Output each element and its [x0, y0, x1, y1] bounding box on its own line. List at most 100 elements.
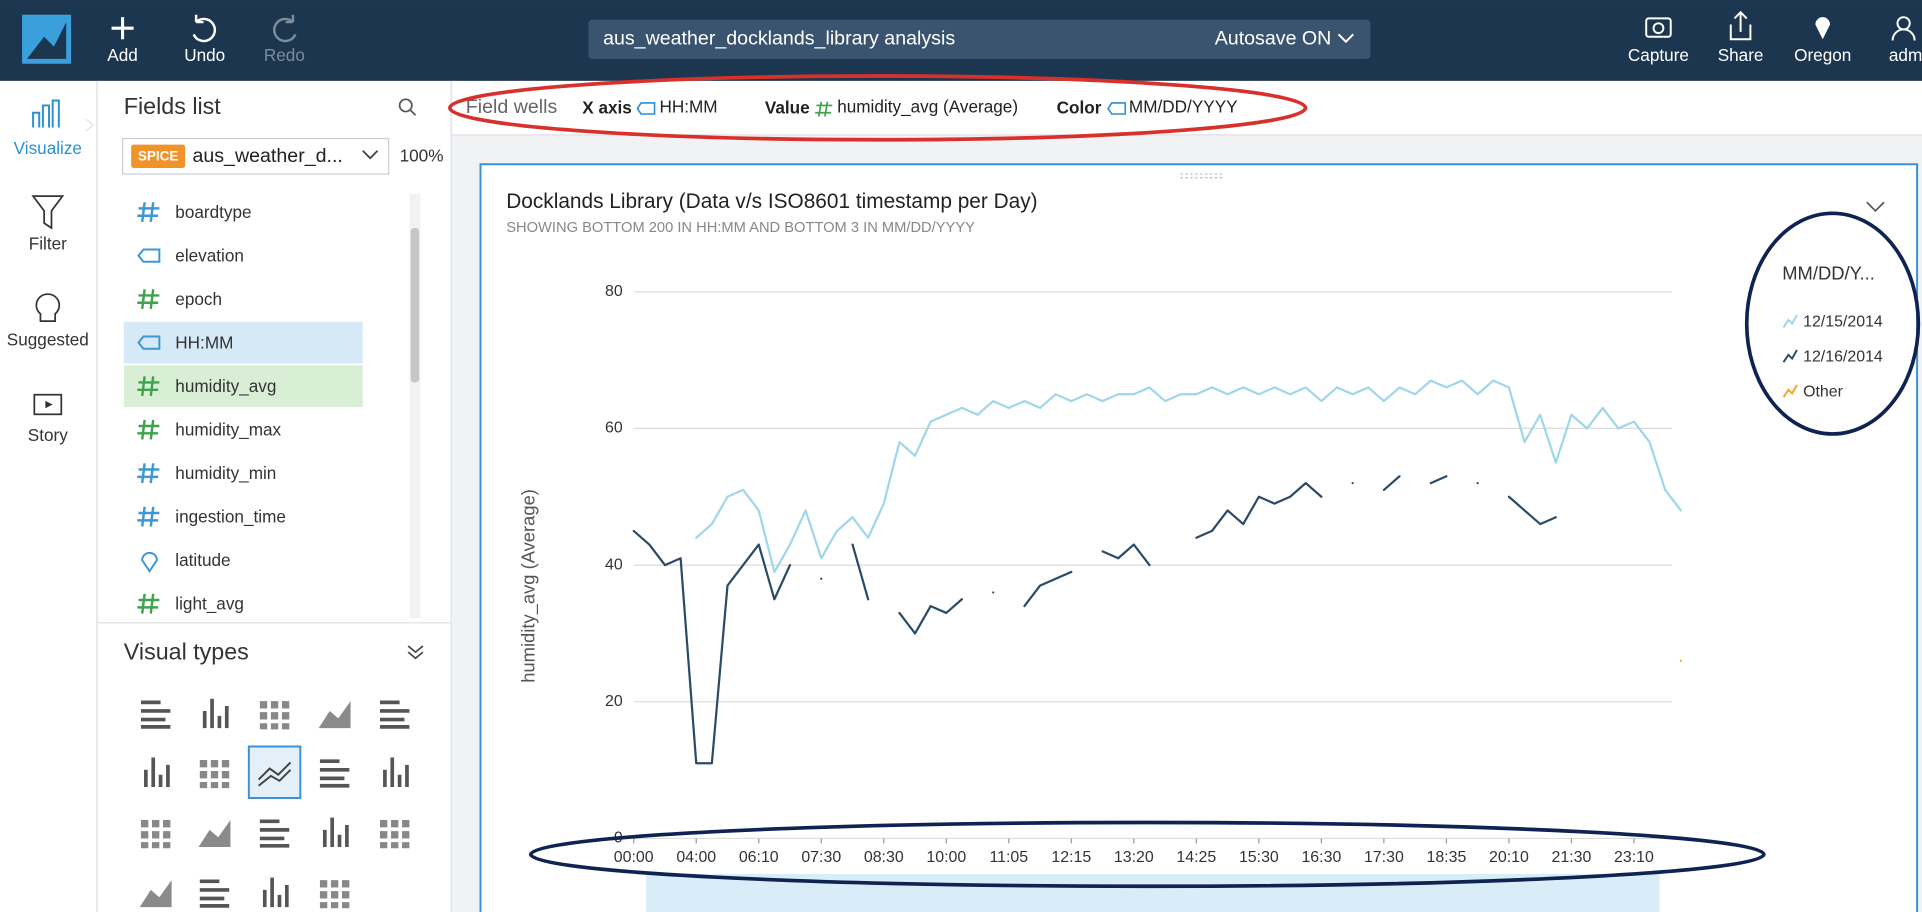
- visual-type-icon[interactable]: [259, 819, 290, 848]
- capture-icon: [1645, 17, 1672, 38]
- legend-label[interactable]: 12/15/2014: [1803, 314, 1883, 331]
- undo-icon: [192, 14, 217, 43]
- field-name[interactable]: light_avg: [175, 593, 244, 613]
- field-icon: [137, 506, 160, 527]
- toolbar-button[interactable]: admin/: [1889, 45, 1922, 65]
- toolbar-button[interactable]: Share: [1718, 45, 1764, 65]
- field-name[interactable]: latitude: [175, 550, 230, 570]
- x-tick-label: 17:30: [1364, 849, 1404, 866]
- measure-hash: [815, 101, 833, 117]
- legend-swatch: [1782, 349, 1798, 363]
- sidebar-item[interactable]: Story: [28, 425, 68, 445]
- collapse-icon[interactable]: [407, 645, 424, 660]
- toolbar-button[interactable]: Capture: [1628, 45, 1689, 65]
- field-icon: [137, 289, 160, 310]
- dataset-name[interactable]: aus_weather_d...: [192, 145, 342, 167]
- series-line: [632, 475, 1557, 765]
- search-icon[interactable]: [398, 98, 413, 113]
- field-name[interactable]: epoch: [175, 289, 222, 309]
- active-notch: [85, 118, 95, 132]
- visual-type-icon[interactable]: [383, 757, 409, 787]
- analysis-name-box[interactable]: [588, 19, 1371, 59]
- sidebar-item[interactable]: Visualize: [14, 138, 82, 158]
- autosave[interactable]: Autosave ON: [1215, 27, 1332, 49]
- toolbar-button[interactable]: Oregon: [1794, 45, 1851, 65]
- visual-type-icon[interactable]: [319, 880, 350, 909]
- y-tick-label: 80: [605, 283, 623, 300]
- legend-label[interactable]: 12/16/2014: [1803, 349, 1883, 366]
- visual-type-icon[interactable]: [199, 759, 230, 789]
- story-icon: [33, 393, 63, 416]
- x-tick-label: 12:15: [1051, 849, 1091, 866]
- spice-badge: [131, 144, 186, 168]
- visual-type-icon[interactable]: [140, 700, 171, 729]
- visual-type-icon[interactable]: [379, 700, 410, 729]
- x-tick-label: 16:30: [1301, 849, 1341, 866]
- fields-list-title: Fields list: [124, 93, 221, 119]
- visual-type-icon[interactable]: [262, 877, 289, 908]
- x-tick-label: 07:30: [801, 849, 841, 866]
- legend-swatch: [1782, 384, 1798, 398]
- field-highlight: [123, 321, 363, 364]
- visual-type-icon[interactable]: [379, 820, 410, 849]
- sidebar-item[interactable]: Filter: [29, 234, 67, 254]
- scroll-thumb[interactable]: [410, 228, 420, 383]
- dimension-tag: [636, 102, 656, 115]
- visual-card[interactable]: [479, 163, 1919, 912]
- visual-menu[interactable]: [1866, 201, 1885, 213]
- visual-types-title: Visual types: [124, 639, 249, 665]
- series-line: [695, 379, 1682, 574]
- visual-type-icon[interactable]: [140, 820, 171, 849]
- y-axis-title: humidity_avg (Average): [517, 489, 539, 683]
- chart-title: Docklands Library (Data v/s ISO8601 time…: [506, 190, 1037, 213]
- legend-title: MM/DD/Y...: [1782, 262, 1875, 283]
- field-icon: [137, 335, 161, 350]
- visual-type-icon[interactable]: [144, 757, 170, 787]
- highlight-ellipse: [448, 74, 1308, 142]
- visual-type-icon[interactable]: [199, 879, 230, 908]
- x-tick-label: 18:35: [1426, 849, 1466, 866]
- visual-type-icon[interactable]: [322, 817, 349, 848]
- field-name[interactable]: humidity_avg: [175, 376, 276, 396]
- field-name[interactable]: boardtype: [175, 202, 251, 222]
- visual-type-icon[interactable]: [259, 701, 290, 730]
- field-name[interactable]: humidity_min: [175, 463, 276, 483]
- sidebar-item[interactable]: Suggested: [7, 329, 89, 349]
- toolbar-button[interactable]: Undo: [184, 45, 225, 65]
- visual-type-icon[interactable]: [198, 820, 231, 848]
- toolbar-button[interactable]: Add: [107, 45, 138, 65]
- field-wells-title: Field wells: [466, 96, 558, 118]
- highlight-ellipse: [1744, 211, 1921, 436]
- analysis-name[interactable]: aus_weather_docklands_library analysis: [603, 27, 955, 49]
- field-icon: [137, 419, 160, 440]
- x-tick-label: 13:20: [1114, 849, 1154, 866]
- spice-label: SPICE: [138, 148, 178, 163]
- share-icon: [1729, 10, 1752, 41]
- zoom: 100%: [400, 145, 444, 165]
- field-name[interactable]: humidity_max: [175, 419, 281, 439]
- redo-icon: [273, 14, 297, 43]
- color-well-label: Color: [1057, 98, 1102, 118]
- color-well-field[interactable]: MM/DD/YYYY: [1129, 96, 1238, 116]
- suggested-icon: [35, 293, 61, 323]
- visual-type-icon[interactable]: [319, 759, 350, 788]
- x-tick-label: 15:30: [1239, 849, 1279, 866]
- x-tick-label: 08:30: [864, 849, 904, 866]
- legend-label[interactable]: Other: [1803, 383, 1844, 400]
- visual-type-icon[interactable]: [202, 698, 229, 729]
- chart-subtitle: SHOWING BOTTOM 200 IN HH:MM AND BOTTOM 3…: [506, 220, 975, 236]
- visual-type-icon[interactable]: [139, 880, 172, 908]
- field-name[interactable]: ingestion_time: [175, 506, 286, 526]
- x-axis-well-field[interactable]: HH:MM: [659, 96, 717, 116]
- field-icon: [141, 551, 158, 573]
- dataset-chevron: [362, 150, 379, 160]
- x-tick-label: 20:10: [1489, 849, 1529, 866]
- toolbar-button[interactable]: Redo: [264, 45, 305, 65]
- left-sidebar: [0, 80, 97, 912]
- region-icon: [1815, 17, 1831, 40]
- field-name[interactable]: HH:MM: [175, 332, 233, 352]
- field-name[interactable]: elevation: [175, 245, 244, 265]
- visual-type-icon[interactable]: [318, 701, 351, 729]
- value-well-field[interactable]: humidity_avg (Average): [837, 96, 1018, 116]
